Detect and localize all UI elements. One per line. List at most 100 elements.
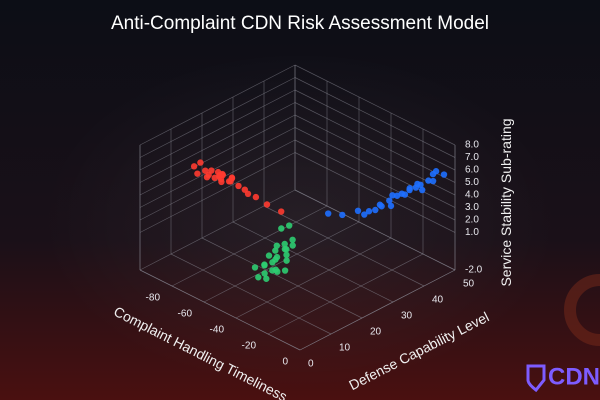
point bbox=[263, 201, 271, 208]
series bbox=[190, 159, 285, 215]
y-tick-label: 20 bbox=[370, 327, 382, 338]
point bbox=[269, 259, 276, 266]
grid-line bbox=[139, 102, 296, 183]
point bbox=[429, 177, 437, 185]
point bbox=[190, 163, 198, 170]
grid-line bbox=[294, 64, 456, 146]
grid-line bbox=[232, 221, 394, 303]
grid-line bbox=[294, 77, 456, 158]
point bbox=[219, 170, 226, 178]
point bbox=[235, 182, 242, 190]
point bbox=[378, 203, 385, 210]
point bbox=[440, 171, 448, 178]
x-tick-label: -80 bbox=[146, 293, 161, 304]
grid-line bbox=[139, 152, 296, 233]
point bbox=[289, 242, 296, 249]
point bbox=[417, 181, 424, 188]
point bbox=[274, 268, 281, 275]
grid-line bbox=[201, 237, 363, 319]
point bbox=[273, 253, 281, 261]
point bbox=[393, 192, 401, 199]
grid-line bbox=[170, 253, 332, 335]
z-tick-label: 7.0 bbox=[465, 152, 479, 163]
point bbox=[361, 211, 368, 218]
point bbox=[419, 186, 426, 194]
point bbox=[272, 247, 279, 254]
point bbox=[265, 252, 273, 259]
point bbox=[269, 267, 276, 274]
point bbox=[278, 225, 285, 232]
series bbox=[325, 168, 448, 219]
point bbox=[365, 208, 373, 215]
grid-line bbox=[294, 139, 456, 221]
grid-line bbox=[203, 221, 360, 303]
grid-line bbox=[235, 237, 392, 319]
y-tick-label: 10 bbox=[339, 343, 351, 354]
point bbox=[283, 251, 290, 259]
point bbox=[406, 185, 413, 192]
point bbox=[202, 167, 209, 174]
point bbox=[251, 264, 259, 271]
logo-shield bbox=[526, 364, 546, 393]
grid-line bbox=[139, 89, 296, 171]
point bbox=[261, 261, 268, 268]
x-tick-label: -60 bbox=[178, 309, 193, 320]
point bbox=[354, 207, 362, 214]
grid-line bbox=[294, 102, 456, 183]
point bbox=[281, 245, 289, 253]
y-tick-label: 50 bbox=[463, 279, 475, 290]
y-tick-label: 30 bbox=[401, 311, 413, 322]
point bbox=[425, 177, 432, 184]
z-tick-label: 5.0 bbox=[465, 177, 479, 188]
box-edge bbox=[139, 269, 301, 351]
point bbox=[386, 197, 393, 204]
decor-ring bbox=[564, 274, 600, 346]
point bbox=[401, 191, 409, 198]
point bbox=[255, 274, 262, 281]
z-axis-label-text: Service Stability Sub-rating bbox=[498, 118, 514, 286]
point bbox=[225, 178, 233, 185]
point bbox=[281, 267, 289, 274]
point bbox=[283, 257, 290, 264]
point bbox=[389, 192, 396, 199]
grid-line bbox=[267, 253, 424, 335]
point bbox=[244, 190, 252, 197]
point bbox=[194, 170, 201, 177]
point bbox=[263, 275, 270, 282]
z-tick-label: 6.0 bbox=[465, 165, 479, 176]
z-tick-label: 2.0 bbox=[465, 215, 479, 226]
point bbox=[372, 206, 379, 214]
point bbox=[286, 222, 293, 229]
z-tick-label: -2.0 bbox=[465, 265, 483, 276]
grid-line bbox=[294, 127, 456, 208]
z-axis-label: Service Stability Sub-rating bbox=[498, 118, 514, 286]
point bbox=[325, 210, 332, 217]
point bbox=[205, 171, 212, 179]
point bbox=[273, 242, 280, 249]
point bbox=[432, 168, 440, 175]
point bbox=[218, 178, 225, 186]
grid-line bbox=[139, 127, 296, 208]
z-tick-label: 3.0 bbox=[465, 202, 479, 213]
x-tick-label: 0 bbox=[282, 357, 288, 368]
series bbox=[251, 222, 296, 282]
y-tick-label: 0 bbox=[308, 359, 314, 370]
x-tick-label: -40 bbox=[210, 325, 225, 336]
point bbox=[412, 184, 420, 191]
point bbox=[197, 159, 204, 166]
grid-line bbox=[263, 205, 425, 287]
logo-text: CDN bbox=[548, 363, 600, 390]
point bbox=[339, 211, 346, 219]
point bbox=[387, 202, 395, 210]
point bbox=[289, 236, 296, 243]
z-tick-label: 8.0 bbox=[465, 140, 479, 151]
point bbox=[252, 193, 260, 201]
chart-title: Anti-Complaint CDN Risk Assessment Model bbox=[111, 13, 489, 34]
logo: CDN bbox=[526, 363, 600, 393]
grid-line bbox=[139, 114, 296, 196]
grid-line bbox=[139, 139, 296, 221]
y-tick-label: 40 bbox=[432, 295, 444, 306]
grid-line bbox=[294, 189, 456, 271]
grid-line bbox=[294, 89, 456, 171]
